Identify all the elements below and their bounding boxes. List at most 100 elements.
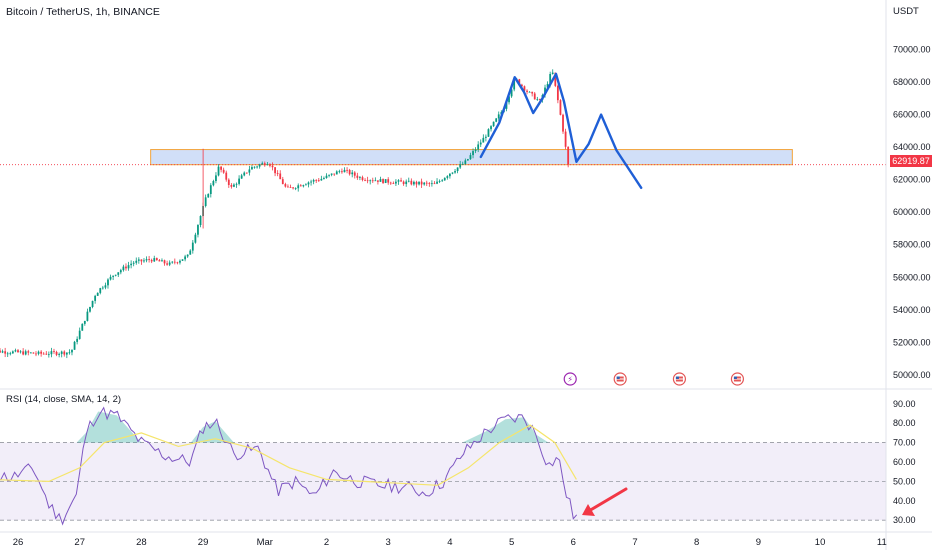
candle-body <box>140 259 143 262</box>
candle-body <box>215 175 217 182</box>
candle-body <box>101 287 104 289</box>
candle-body <box>297 185 300 189</box>
candle-body <box>410 180 413 185</box>
candle-body <box>389 182 392 184</box>
candle-body <box>24 351 27 355</box>
candle-body <box>466 159 469 161</box>
candle-body <box>451 172 454 174</box>
candle-body <box>323 178 325 179</box>
candle-body <box>197 225 199 235</box>
candle-body <box>562 114 564 132</box>
candle-body <box>551 72 554 74</box>
candle-body <box>227 179 230 185</box>
candle-body <box>341 171 343 173</box>
time-tick-label: 8 <box>694 537 699 548</box>
candle-body <box>271 165 274 168</box>
candle-body <box>348 169 351 175</box>
candle-body <box>53 351 55 352</box>
projection-path <box>479 72 643 190</box>
candle-body <box>89 306 91 312</box>
candle-body <box>112 275 115 277</box>
candle-body <box>492 121 495 127</box>
candle-body <box>294 188 297 190</box>
candle-body <box>518 79 521 85</box>
candle-body <box>513 79 516 90</box>
candle-body <box>338 171 341 173</box>
candle-body <box>27 351 30 353</box>
candle-body <box>122 266 125 271</box>
candle-body <box>248 169 251 173</box>
candle-body <box>328 174 330 176</box>
chart-title: Bitcoin / TetherUS, 1h, BINANCE <box>6 6 160 18</box>
candle-body <box>127 265 130 269</box>
candle-body <box>99 288 102 293</box>
candle-body <box>45 353 48 355</box>
candle-body <box>86 311 89 321</box>
us-flag-stripe <box>616 378 624 380</box>
rsi-overbought-fill <box>0 411 579 443</box>
candle-body <box>179 260 181 263</box>
candle-body <box>431 183 433 185</box>
candle-body <box>253 166 256 168</box>
time-tick-label: 9 <box>756 537 761 548</box>
candle-body <box>351 172 354 175</box>
candle-body <box>420 181 423 185</box>
candle-body <box>55 351 58 355</box>
candle-body <box>68 352 71 354</box>
candle-body <box>520 84 523 87</box>
candle-body <box>107 279 109 286</box>
price-tick-label: 58000.00 <box>893 240 931 250</box>
candle-body <box>261 163 264 165</box>
candle-body <box>371 180 374 182</box>
price-tick-label: 64000.00 <box>893 142 931 152</box>
candle-body <box>35 353 37 355</box>
candle-body <box>554 72 557 86</box>
candle-body <box>559 100 562 115</box>
candle-body <box>477 144 480 150</box>
candle-body <box>369 180 372 182</box>
price-tick-label: 52000.00 <box>893 337 931 347</box>
candle-body <box>428 183 431 184</box>
price-tick-label: 68000.00 <box>893 77 931 87</box>
candle-body <box>50 351 53 355</box>
candle-body <box>109 276 112 280</box>
candle-body <box>384 179 387 183</box>
rsi-tick-label: 40.00 <box>893 496 916 506</box>
candle-body <box>536 99 539 101</box>
candle-body <box>148 259 151 260</box>
candle-body <box>433 183 436 185</box>
candle-body <box>65 352 68 355</box>
candle-body <box>343 169 346 173</box>
candle-body <box>220 166 222 170</box>
candle-body <box>461 163 464 165</box>
candle-body <box>155 258 158 261</box>
candle-body <box>29 352 32 354</box>
candle-body <box>459 164 462 168</box>
time-tick-label: 4 <box>447 537 452 548</box>
event-marker-ring <box>563 372 577 386</box>
us-flag-stripe <box>675 378 683 380</box>
candle-body <box>330 173 333 175</box>
candle-body <box>284 184 287 187</box>
candle-body <box>392 183 395 185</box>
candle-body <box>490 126 492 130</box>
candle-body <box>60 351 63 354</box>
candle-body <box>510 89 513 97</box>
candle-body <box>166 263 169 265</box>
candle-body <box>317 180 320 182</box>
candle-body <box>4 351 7 354</box>
candle-body <box>104 285 107 288</box>
projection-layer <box>479 72 643 190</box>
currency-label[interactable]: USDT <box>893 6 919 17</box>
candle-body <box>181 259 184 261</box>
rsi-tick-label: 50.00 <box>893 476 916 486</box>
candle-body <box>137 259 140 261</box>
candle-body <box>287 186 289 188</box>
price-tick-label: 62000.00 <box>893 175 931 185</box>
candle-body <box>161 260 163 262</box>
candle-body <box>263 163 266 166</box>
time-tick-label: 27 <box>74 537 85 548</box>
price-tick-label: 56000.00 <box>893 272 931 282</box>
